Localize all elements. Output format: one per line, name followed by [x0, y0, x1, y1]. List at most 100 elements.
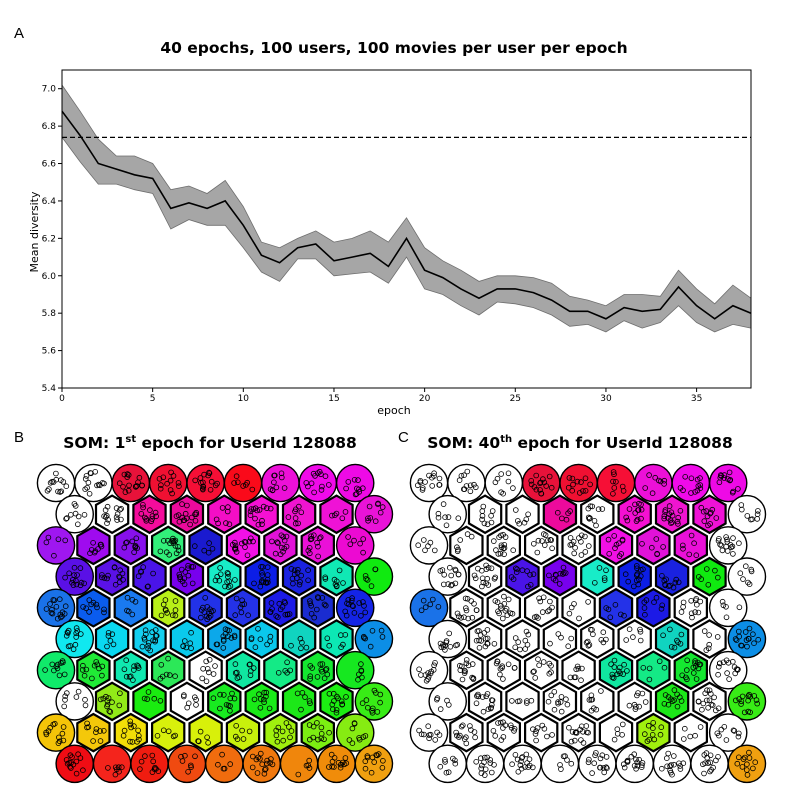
sample-marker	[705, 522, 711, 529]
sample-marker	[708, 509, 714, 516]
sample-marker	[362, 758, 369, 765]
sample-marker	[313, 606, 320, 613]
sample-marker	[535, 656, 541, 662]
sample-marker	[669, 519, 675, 526]
sample-marker	[680, 545, 686, 552]
sample-marker	[429, 483, 436, 489]
sample-marker	[665, 583, 672, 589]
sample-marker	[221, 692, 227, 698]
sample-marker	[738, 698, 745, 705]
sample-marker	[615, 668, 622, 675]
sample-marker	[251, 580, 257, 587]
som-cell	[111, 463, 151, 503]
sample-marker	[701, 518, 708, 524]
sample-marker	[333, 709, 340, 716]
sample-marker	[333, 707, 340, 713]
sample-marker	[277, 606, 284, 613]
sample-marker	[448, 572, 455, 579]
sample-marker	[564, 701, 571, 708]
sample-marker	[708, 701, 715, 708]
sample-marker	[701, 628, 708, 634]
sample-marker	[274, 738, 281, 745]
sample-marker	[306, 550, 313, 557]
som-cell	[505, 619, 540, 659]
sample-marker	[575, 665, 582, 672]
sample-marker	[82, 476, 89, 482]
sample-marker	[467, 488, 474, 495]
sample-marker	[436, 732, 443, 738]
sample-marker	[188, 762, 194, 769]
sample-marker	[72, 510, 79, 517]
x-tick-label: 10	[238, 394, 250, 404]
sample-marker	[307, 700, 313, 707]
sample-marker	[501, 545, 508, 551]
sample-marker	[419, 485, 426, 491]
sample-marker	[161, 537, 167, 544]
sample-marker	[519, 567, 526, 573]
sample-marker	[326, 642, 333, 649]
sample-marker	[706, 632, 712, 638]
sample-marker	[192, 517, 199, 524]
sample-marker	[545, 608, 551, 615]
sample-marker	[308, 533, 314, 539]
sample-marker	[269, 538, 275, 545]
sample-marker	[180, 643, 187, 650]
sample-marker	[713, 515, 720, 521]
sample-marker	[682, 473, 688, 480]
sample-marker	[71, 501, 78, 507]
sample-marker	[234, 669, 240, 676]
sample-marker	[518, 755, 525, 761]
som-cell	[580, 556, 615, 597]
sample-marker	[75, 688, 82, 695]
sample-marker	[517, 646, 523, 653]
sample-marker	[310, 734, 317, 741]
sample-marker	[62, 693, 68, 699]
sample-marker	[247, 512, 254, 518]
sample-marker	[654, 551, 660, 558]
som-cell	[654, 556, 690, 597]
sample-marker	[611, 485, 618, 491]
sample-marker	[593, 522, 599, 529]
sample-marker	[83, 473, 90, 479]
sample-marker	[212, 663, 218, 669]
sample-marker	[306, 544, 313, 551]
sample-marker	[445, 769, 452, 775]
sample-marker	[44, 487, 51, 494]
sample-marker	[259, 569, 265, 576]
sample-marker	[50, 479, 57, 485]
sample-marker	[275, 724, 282, 731]
sample-marker	[70, 646, 77, 653]
sample-marker	[239, 540, 245, 547]
panel-letter-a: A	[14, 25, 24, 42]
sample-marker	[641, 599, 648, 605]
sample-marker	[646, 472, 652, 478]
sample-marker	[318, 471, 324, 478]
sample-marker	[554, 509, 561, 516]
sample-marker	[318, 724, 325, 731]
sample-marker	[509, 698, 515, 704]
sample-marker	[525, 631, 532, 638]
sample-marker	[694, 476, 701, 483]
sample-marker	[656, 658, 663, 665]
sample-marker	[500, 734, 507, 740]
sample-marker	[415, 542, 422, 548]
sample-marker	[112, 581, 119, 588]
som-cell	[151, 587, 186, 628]
sample-marker	[534, 549, 541, 556]
sample-marker	[179, 501, 185, 507]
sample-marker	[281, 545, 288, 552]
sample-marker	[319, 661, 326, 667]
sample-marker	[268, 756, 274, 762]
sample-marker	[264, 641, 270, 648]
sample-marker	[56, 596, 63, 602]
sample-marker	[51, 720, 58, 727]
sample-marker	[325, 482, 332, 488]
sample-marker	[315, 543, 321, 550]
som-cell	[76, 587, 111, 628]
sample-marker	[582, 475, 589, 482]
sample-marker	[603, 764, 609, 770]
sample-marker	[614, 671, 621, 677]
som-cell	[449, 650, 484, 691]
sample-marker	[449, 581, 455, 588]
plot-frame	[61, 69, 752, 389]
